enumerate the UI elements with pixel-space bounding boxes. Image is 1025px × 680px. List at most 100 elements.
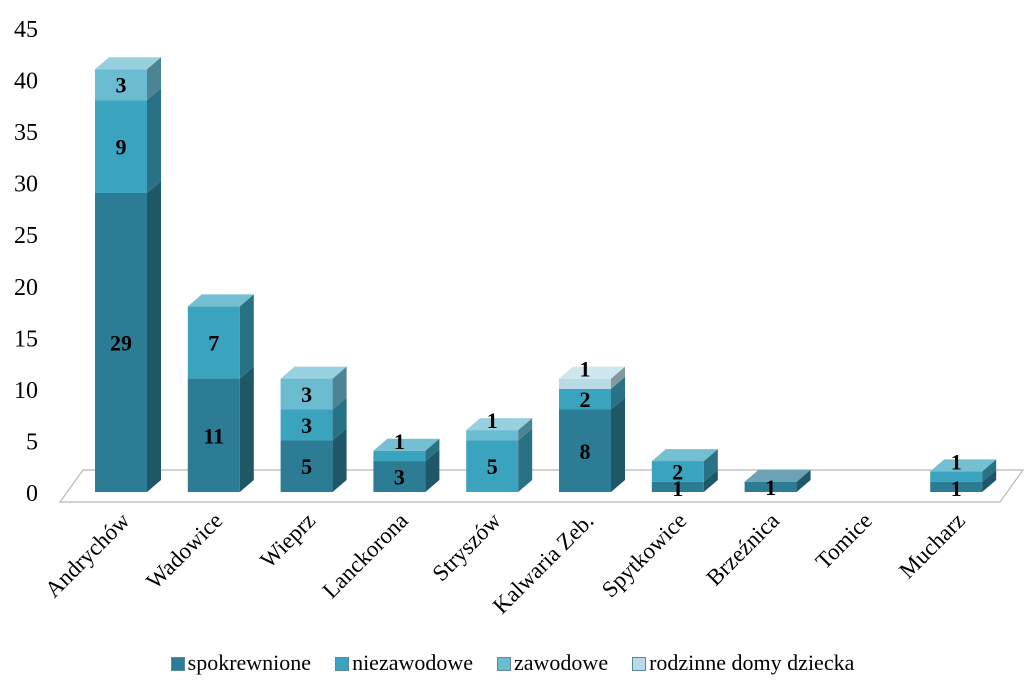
- bar-segment-side: [611, 366, 625, 389]
- bar-stack: 8 2 1: [559, 357, 625, 492]
- legend-swatch: [335, 657, 350, 671]
- x-tick-label: Wieprz: [255, 508, 320, 573]
- data-label: 1: [951, 449, 962, 474]
- y-tick-label: 10: [14, 378, 38, 404]
- bar-segment: [930, 481, 983, 492]
- bar-segment-side: [239, 366, 254, 492]
- bar-segment: [280, 378, 333, 410]
- y-tick-label: 40: [14, 69, 38, 95]
- bar-segment-side: [147, 57, 161, 101]
- bar-segment: [187, 306, 240, 379]
- bar-segment-side: [796, 469, 811, 492]
- legend-label: spokrewnione: [187, 650, 312, 675]
- legend-label: niezawodowe: [352, 650, 474, 675]
- y-tick-label: 15: [14, 326, 38, 352]
- data-label: 7: [208, 330, 219, 355]
- bar-segment: [559, 409, 611, 492]
- bar-top: [187, 294, 254, 307]
- bar-segment-side: [147, 180, 161, 492]
- legend-item: spokrewnione: [170, 650, 312, 676]
- y-tick-label: 5: [26, 429, 38, 455]
- bar-stack: 31: [373, 429, 440, 492]
- bar-segment: [930, 471, 983, 482]
- bar-segment-side: [703, 469, 718, 492]
- bar-stack: 51: [466, 408, 533, 492]
- data-label: 1: [672, 476, 683, 501]
- bar-segment: [651, 481, 704, 492]
- data-label: 1: [765, 475, 776, 500]
- bar-segment: [280, 440, 333, 492]
- legend: spokrewnione niezawodowe zawodowe rodzinne …: [0, 650, 1025, 676]
- bar-segment-side: [332, 366, 347, 410]
- data-label: 11: [203, 423, 224, 448]
- bar-segment-side: [332, 397, 347, 441]
- data-label: 3: [301, 382, 312, 407]
- bar-segment: [373, 461, 426, 492]
- legend-swatch: [632, 657, 647, 671]
- data-label: 1: [394, 429, 405, 454]
- data-label: 8: [580, 439, 591, 464]
- bar-top: [95, 57, 161, 70]
- bar-segment-side: [425, 449, 440, 492]
- bar-segment-side: [703, 449, 718, 482]
- bar-segment-side: [611, 376, 625, 410]
- bar-top: [930, 459, 997, 472]
- x-tick-label: Lanckorona: [318, 508, 413, 603]
- bar-segment-side: [611, 397, 625, 492]
- data-label: 3: [394, 465, 405, 490]
- data-label: 29: [110, 330, 132, 355]
- bar-segment: [187, 378, 240, 492]
- bar-segment-side: [518, 428, 533, 492]
- data-label: 3: [116, 73, 127, 98]
- bar-segment-side: [518, 418, 533, 441]
- y-tick-label: 35: [14, 120, 38, 146]
- bar-segment: [280, 409, 333, 441]
- y-tick-label: 0: [26, 481, 38, 507]
- bar-segment-side: [982, 469, 997, 492]
- x-tick-label: Brzeźnica: [701, 508, 784, 591]
- legend-label: zawodowe: [514, 650, 609, 675]
- bar-segment-side: [982, 459, 997, 482]
- bar-stack: 5 3 3: [280, 366, 347, 492]
- bar-segment: [651, 461, 704, 482]
- y-tick-label: 45: [14, 17, 38, 43]
- bar-segment: [95, 69, 147, 101]
- data-label: 3: [301, 413, 312, 438]
- bar-top: [559, 366, 625, 379]
- bar-top: [744, 469, 811, 482]
- x-tick-label: Stryszów: [428, 508, 506, 586]
- x-tick-label: Spytkowice: [597, 508, 691, 602]
- bar-stack: 11: [930, 449, 997, 501]
- bar-segment-side: [332, 428, 347, 492]
- bar-stack: 29 9 3: [95, 57, 161, 492]
- bar-segment: [95, 100, 147, 193]
- bar-top: [651, 449, 718, 462]
- legend-swatch: [170, 657, 185, 671]
- bar-top: [373, 438, 440, 451]
- bar-segment-side: [239, 294, 254, 379]
- y-tick-label: 30: [14, 172, 38, 198]
- bar-segment: [373, 450, 426, 462]
- data-label: 1: [580, 357, 591, 382]
- bar-top: [280, 366, 347, 379]
- bar-stack: 11 7: [187, 294, 254, 492]
- y-tick-label: 20: [14, 275, 38, 301]
- data-label: 2: [580, 387, 591, 412]
- legend-item: rodzinne domy dziecka: [632, 650, 854, 676]
- bar-segment: [95, 192, 147, 492]
- data-label: 5: [301, 454, 312, 479]
- bar-segment: [559, 378, 611, 389]
- x-tick-label: Mucharz: [894, 508, 969, 583]
- bar-stack: 12: [651, 449, 718, 501]
- legend-item: niezawodowe: [335, 650, 473, 676]
- y-tick-label: 25: [14, 223, 38, 249]
- data-label: 1: [487, 408, 498, 433]
- bar-segment-side: [147, 88, 161, 193]
- legend-swatch: [497, 657, 512, 671]
- x-tick-label: Tomice: [811, 508, 877, 574]
- bar-segment: [466, 430, 519, 441]
- legend-label: rodzinne domy dziecka: [649, 650, 855, 675]
